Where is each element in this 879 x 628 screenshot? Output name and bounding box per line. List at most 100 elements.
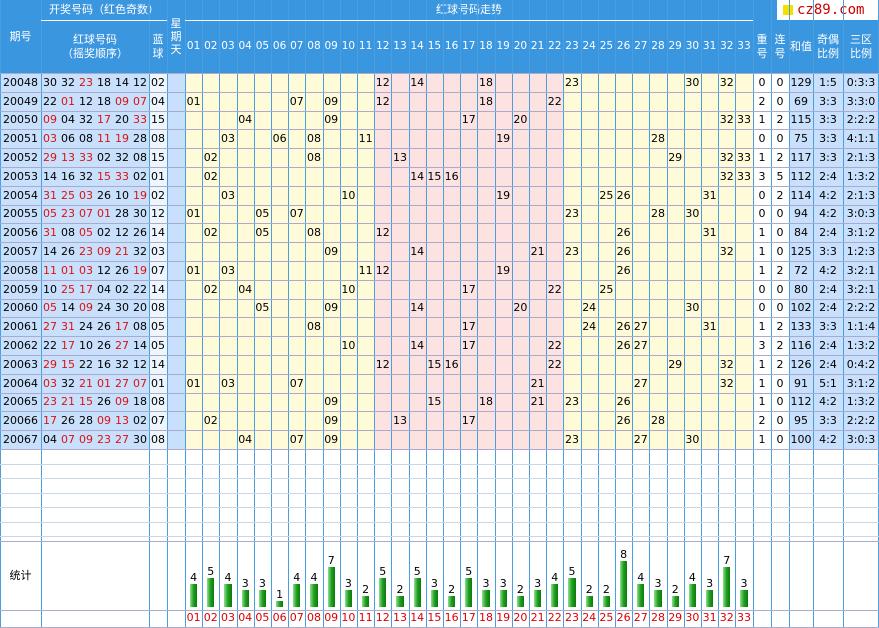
count-label-28: 3 <box>654 576 662 590</box>
winning-ball: 18 <box>97 94 111 108</box>
odd-even-cell: 3:3 <box>819 414 837 428</box>
trend-mark: 04 <box>238 433 253 447</box>
zone-cell: 1:1:4 <box>846 320 876 334</box>
winning-ball: 12 <box>133 357 147 371</box>
trend-mark: 08 <box>306 132 321 146</box>
winning-ball: 01 <box>61 263 75 277</box>
count-bar-09 <box>327 566 335 607</box>
count-bar-05 <box>258 589 266 607</box>
repeat-cell: 3 <box>758 169 766 183</box>
sum-cell: 116 <box>790 339 812 353</box>
count-bar-11 <box>362 595 370 607</box>
number-header-12: 12 <box>376 40 390 53</box>
number-header-05: 05 <box>255 40 270 53</box>
sum-header-text: 和值 <box>790 39 812 53</box>
winning-ball: 04 <box>61 113 75 127</box>
blue-ball: 14 <box>151 282 165 296</box>
trend-mark: 23 <box>564 245 579 259</box>
winning-ball: 26 <box>97 320 111 334</box>
trend-mark: 32 <box>719 113 734 127</box>
grid-vline <box>529 0 530 628</box>
period-cell: 20056 <box>3 226 38 240</box>
grid-vline <box>202 0 204 628</box>
repeat-cell: 1 <box>758 226 766 240</box>
watermark[interactable]: cz89.com <box>777 0 879 20</box>
trend-mark: 23 <box>564 207 579 221</box>
winning-ball: 27 <box>115 433 129 447</box>
winning-ball: 25 <box>61 282 75 296</box>
period-header-text: 期号 <box>9 29 32 43</box>
winning-ball: 31 <box>43 226 57 240</box>
count-bar-14 <box>413 578 421 607</box>
weekday-header-text: 星期天 <box>170 16 182 57</box>
consecutive-cell: 0 <box>776 75 784 89</box>
trend-mark: 07 <box>289 94 304 108</box>
count-label-16: 2 <box>448 582 456 596</box>
sum-cell: 72 <box>794 263 808 277</box>
grid-vline <box>477 0 479 628</box>
winning-ball: 17 <box>97 113 111 127</box>
count-bar-33 <box>740 589 748 607</box>
zone-header: 三区比例 <box>843 20 879 73</box>
weekday-header: 星期天 <box>167 0 185 73</box>
winning-header: 开奖号码（红色奇数） <box>41 0 167 20</box>
sum-cell: 69 <box>794 94 808 108</box>
trend-mark: 31 <box>702 188 717 202</box>
trend-mark: 10 <box>341 339 356 353</box>
consecutive-cell: 5 <box>776 169 784 183</box>
zone-cell: 0:3:3 <box>846 75 876 89</box>
grid-vline <box>41 0 42 628</box>
red-balls-header: 红球号码 （摇奖顺序） <box>41 20 149 73</box>
repeat-header: 重号 <box>753 20 771 73</box>
odd-even-cell: 2:4 <box>819 357 837 371</box>
category-label-25: 25 <box>599 611 614 624</box>
winning-ball: 26 <box>97 188 111 202</box>
count-label-19: 3 <box>499 576 507 590</box>
count-bar-04 <box>241 589 249 607</box>
consecutive-cell: 0 <box>776 226 784 240</box>
trend-mark: 32 <box>719 169 734 183</box>
category-label-32: 32 <box>719 611 734 624</box>
period-cell: 20058 <box>3 263 38 277</box>
trend-mark: 12 <box>375 357 390 371</box>
trend-mark: 14 <box>410 339 425 353</box>
repeat-cell: 0 <box>758 75 766 89</box>
number-header-08: 08 <box>307 40 321 53</box>
trend-mark: 09 <box>324 395 339 409</box>
category-label-13: 13 <box>392 611 407 624</box>
trend-mark: 33 <box>736 169 751 183</box>
number-header-14: 14 <box>410 40 424 53</box>
grid-vline <box>339 0 341 628</box>
sum-cell: 75 <box>794 132 808 146</box>
category-label-23: 23 <box>564 611 579 624</box>
consecutive-cell: 2 <box>776 320 784 334</box>
winning-ball: 02 <box>133 169 147 183</box>
category-label-30: 30 <box>685 611 700 624</box>
period-cell: 20052 <box>3 151 38 165</box>
trend-mark: 12 <box>375 75 390 89</box>
number-header-29: 29 <box>668 40 682 53</box>
winning-ball: 15 <box>79 395 93 409</box>
trend-mark: 17 <box>461 320 476 334</box>
consecutive-cell: 2 <box>776 357 784 371</box>
number-header-17: 17 <box>462 40 476 53</box>
grid-hline <box>0 430 879 432</box>
winning-ball: 24 <box>79 320 93 334</box>
trend-mark: 20 <box>513 113 528 127</box>
trend-mark: 01 <box>186 94 201 108</box>
trend-mark: 21 <box>530 395 545 409</box>
winning-ball: 10 <box>115 188 129 202</box>
number-header-01: 01 <box>186 40 201 53</box>
winning-ball: 27 <box>43 320 57 334</box>
count-label-24: 2 <box>585 582 593 596</box>
number-header-31: 31 <box>702 40 717 53</box>
category-label-17: 17 <box>461 611 476 624</box>
trend-mark: 22 <box>547 94 562 108</box>
grid-vline <box>563 0 565 628</box>
count-label-10: 3 <box>344 576 352 590</box>
winning-ball: 29 <box>43 151 57 165</box>
consecutive-cell: 2 <box>776 339 784 353</box>
winning-ball: 18 <box>133 395 147 409</box>
trend-mark: 01 <box>186 263 201 277</box>
winning-ball: 09 <box>97 414 111 428</box>
